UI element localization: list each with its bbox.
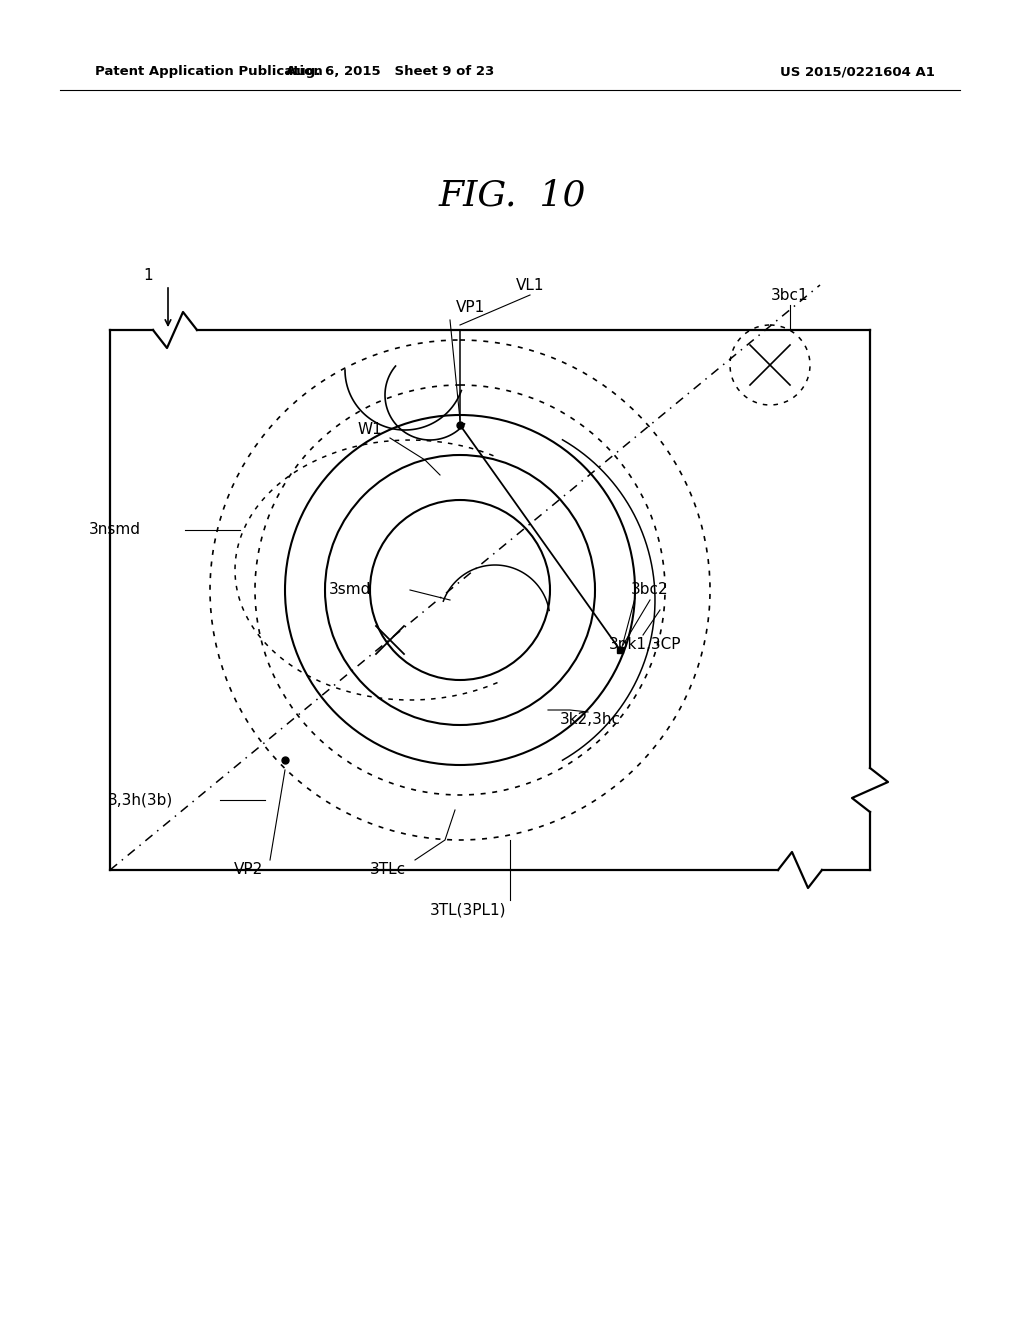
Text: 1: 1 <box>143 268 153 282</box>
Text: 3bc2: 3bc2 <box>631 582 669 598</box>
Text: Patent Application Publication: Patent Application Publication <box>95 66 323 78</box>
Text: US 2015/0221604 A1: US 2015/0221604 A1 <box>780 66 935 78</box>
Text: VP1: VP1 <box>456 301 484 315</box>
Text: VP2: VP2 <box>233 862 262 878</box>
Text: 3pk1,3CP: 3pk1,3CP <box>608 638 681 652</box>
Text: Aug. 6, 2015   Sheet 9 of 23: Aug. 6, 2015 Sheet 9 of 23 <box>286 66 495 78</box>
Text: 3,3h(3b): 3,3h(3b) <box>108 792 173 808</box>
Text: W1: W1 <box>357 422 382 437</box>
Text: FIG.  10: FIG. 10 <box>438 178 586 213</box>
Text: 3k2,3hc: 3k2,3hc <box>559 713 621 727</box>
Text: 3TLc: 3TLc <box>370 862 407 878</box>
Text: 3smd: 3smd <box>329 582 371 598</box>
Text: 3bc1: 3bc1 <box>771 288 809 302</box>
Text: VL1: VL1 <box>516 277 544 293</box>
Text: 3nsmd: 3nsmd <box>89 523 141 537</box>
Text: 3TL(3PL1): 3TL(3PL1) <box>430 903 506 917</box>
